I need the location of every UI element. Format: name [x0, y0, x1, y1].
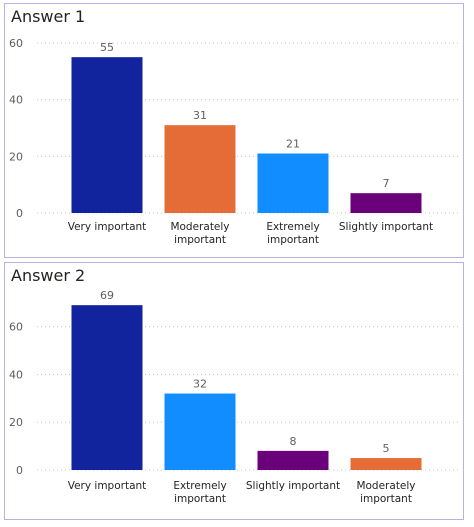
bar — [164, 125, 236, 213]
y-tick-label: 40 — [9, 368, 23, 381]
bar — [350, 193, 422, 213]
data-label: 32 — [193, 378, 207, 391]
x-category-label: Slightly important — [339, 221, 433, 233]
x-category-label: Moderately important — [170, 221, 229, 246]
bar — [257, 153, 329, 213]
data-label: 7 — [383, 177, 390, 190]
data-label: 5 — [383, 442, 390, 455]
bar — [257, 450, 329, 470]
x-category-label: Extremely important — [173, 480, 226, 505]
data-label: 69 — [100, 289, 114, 302]
y-tick-label: 20 — [9, 416, 23, 429]
x-category-label: Moderately important — [356, 480, 415, 505]
data-label: 21 — [286, 138, 300, 151]
x-category-label: Slightly important — [246, 480, 340, 492]
y-tick-label: 40 — [9, 94, 23, 107]
bar — [71, 305, 143, 470]
chart-panel-answer-2: Answer 2 0 20 40 60 69 Very important 32 Extrem… — [4, 262, 464, 520]
data-label: 8 — [290, 435, 297, 448]
y-tick-label: 60 — [9, 321, 23, 334]
bar-chart-answer-1: 0 20 40 60 55 Very important 31 Moderately impor… — [9, 37, 459, 246]
chart-panel-answer-1: Answer 1 0 20 40 60 55 Very important 31 Modera… — [4, 3, 464, 258]
chart-title: Answer 2 — [11, 266, 86, 285]
data-label: 55 — [100, 41, 114, 54]
x-category-label: Very important — [68, 480, 147, 492]
y-tick-label: 0 — [16, 207, 23, 220]
x-category-label: Very important — [68, 221, 147, 233]
x-category-label: Extremely important — [266, 221, 319, 246]
y-tick-label: 20 — [9, 150, 23, 163]
bar — [71, 57, 143, 213]
y-tick-label: 60 — [9, 37, 23, 50]
data-label: 31 — [193, 109, 207, 122]
bar-chart-answer-2: 0 20 40 60 69 Very important 32 Extremely import… — [9, 289, 459, 505]
chart-title: Answer 1 — [11, 7, 86, 26]
bar — [164, 393, 236, 470]
bar — [350, 458, 422, 470]
y-tick-label: 0 — [16, 464, 23, 477]
